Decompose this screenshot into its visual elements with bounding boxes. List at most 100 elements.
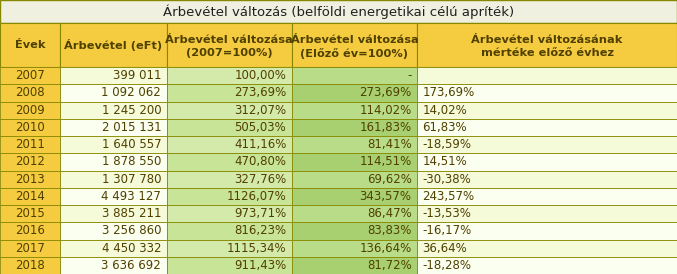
Text: 114,02%: 114,02% bbox=[359, 104, 412, 117]
Bar bbox=[292, 119, 417, 136]
Bar bbox=[417, 188, 677, 205]
Bar bbox=[167, 84, 292, 102]
Text: 161,83%: 161,83% bbox=[359, 121, 412, 134]
Text: -30,38%: -30,38% bbox=[422, 173, 471, 186]
Bar bbox=[417, 153, 677, 170]
Text: 973,71%: 973,71% bbox=[234, 207, 286, 220]
Bar bbox=[167, 188, 292, 205]
Text: 14,51%: 14,51% bbox=[422, 155, 467, 169]
Bar bbox=[167, 102, 292, 119]
Bar bbox=[292, 153, 417, 170]
Bar bbox=[0, 119, 60, 136]
Text: Árbevétel változásának: Árbevétel változásának bbox=[471, 35, 623, 45]
Bar bbox=[60, 67, 167, 84]
Bar bbox=[60, 23, 167, 67]
Text: 2008: 2008 bbox=[15, 87, 45, 99]
Text: 312,07%: 312,07% bbox=[234, 104, 286, 117]
Bar bbox=[292, 67, 417, 84]
Text: 81,41%: 81,41% bbox=[367, 138, 412, 151]
Text: 3 256 860: 3 256 860 bbox=[102, 224, 161, 237]
Bar bbox=[167, 170, 292, 188]
Bar bbox=[167, 136, 292, 153]
Text: -13,53%: -13,53% bbox=[422, 207, 471, 220]
Text: Árbevétel változása: Árbevétel változása bbox=[290, 35, 418, 45]
Bar bbox=[417, 257, 677, 274]
Bar bbox=[167, 205, 292, 222]
Bar bbox=[0, 205, 60, 222]
Text: 86,47%: 86,47% bbox=[367, 207, 412, 220]
Bar bbox=[417, 222, 677, 239]
Text: 1 307 780: 1 307 780 bbox=[102, 173, 161, 186]
Text: 114,51%: 114,51% bbox=[359, 155, 412, 169]
Bar bbox=[0, 222, 60, 239]
Text: 411,16%: 411,16% bbox=[234, 138, 286, 151]
Text: 2014: 2014 bbox=[15, 190, 45, 203]
Bar bbox=[167, 239, 292, 257]
Bar bbox=[292, 136, 417, 153]
Bar bbox=[167, 222, 292, 239]
Bar bbox=[292, 188, 417, 205]
Text: 2017: 2017 bbox=[15, 242, 45, 255]
Bar bbox=[60, 239, 167, 257]
Text: 136,64%: 136,64% bbox=[359, 242, 412, 255]
Text: 4 450 332: 4 450 332 bbox=[102, 242, 161, 255]
Text: 1115,34%: 1115,34% bbox=[227, 242, 286, 255]
Bar bbox=[0, 136, 60, 153]
Text: 1 640 557: 1 640 557 bbox=[102, 138, 161, 151]
Text: 3 636 692: 3 636 692 bbox=[102, 259, 161, 272]
Text: 399 011: 399 011 bbox=[112, 69, 161, 82]
Bar bbox=[292, 23, 417, 67]
Bar bbox=[167, 23, 292, 67]
Text: Évek: Évek bbox=[14, 40, 45, 50]
Bar bbox=[417, 119, 677, 136]
Text: 81,72%: 81,72% bbox=[367, 259, 412, 272]
Text: 2013: 2013 bbox=[15, 173, 45, 186]
Bar bbox=[417, 67, 677, 84]
Text: 2007: 2007 bbox=[15, 69, 45, 82]
Text: 505,03%: 505,03% bbox=[235, 121, 286, 134]
Bar bbox=[167, 153, 292, 170]
Bar bbox=[60, 170, 167, 188]
Bar bbox=[0, 23, 60, 67]
Text: (Előző év=100%): (Előző év=100%) bbox=[301, 48, 408, 59]
Bar bbox=[0, 188, 60, 205]
Bar bbox=[0, 0, 677, 23]
Text: mértéke előző évhez: mértéke előző évhez bbox=[481, 48, 613, 58]
Bar bbox=[417, 136, 677, 153]
Text: -: - bbox=[408, 69, 412, 82]
Bar bbox=[0, 67, 60, 84]
Text: 14,02%: 14,02% bbox=[422, 104, 467, 117]
Text: 2009: 2009 bbox=[15, 104, 45, 117]
Bar bbox=[417, 170, 677, 188]
Bar bbox=[0, 170, 60, 188]
Bar bbox=[417, 205, 677, 222]
Bar bbox=[60, 222, 167, 239]
Text: 2 015 131: 2 015 131 bbox=[102, 121, 161, 134]
Text: -18,28%: -18,28% bbox=[422, 259, 471, 272]
Bar bbox=[292, 239, 417, 257]
Text: 100,00%: 100,00% bbox=[234, 69, 286, 82]
Text: 911,43%: 911,43% bbox=[234, 259, 286, 272]
Text: 1126,07%: 1126,07% bbox=[227, 190, 286, 203]
Text: 273,69%: 273,69% bbox=[234, 87, 286, 99]
Bar bbox=[60, 102, 167, 119]
Text: 470,80%: 470,80% bbox=[234, 155, 286, 169]
Bar bbox=[417, 239, 677, 257]
Text: 2012: 2012 bbox=[15, 155, 45, 169]
Text: 83,83%: 83,83% bbox=[367, 224, 412, 237]
Bar bbox=[60, 205, 167, 222]
Bar bbox=[60, 257, 167, 274]
Bar bbox=[60, 153, 167, 170]
Text: 3 885 211: 3 885 211 bbox=[102, 207, 161, 220]
Text: 1 245 200: 1 245 200 bbox=[102, 104, 161, 117]
Text: 1 878 550: 1 878 550 bbox=[102, 155, 161, 169]
Bar bbox=[60, 84, 167, 102]
Bar bbox=[167, 67, 292, 84]
Text: 69,62%: 69,62% bbox=[367, 173, 412, 186]
Text: 2015: 2015 bbox=[15, 207, 45, 220]
Text: 36,64%: 36,64% bbox=[422, 242, 467, 255]
Bar bbox=[417, 102, 677, 119]
Bar bbox=[60, 136, 167, 153]
Bar bbox=[0, 102, 60, 119]
Text: 343,57%: 343,57% bbox=[359, 190, 412, 203]
